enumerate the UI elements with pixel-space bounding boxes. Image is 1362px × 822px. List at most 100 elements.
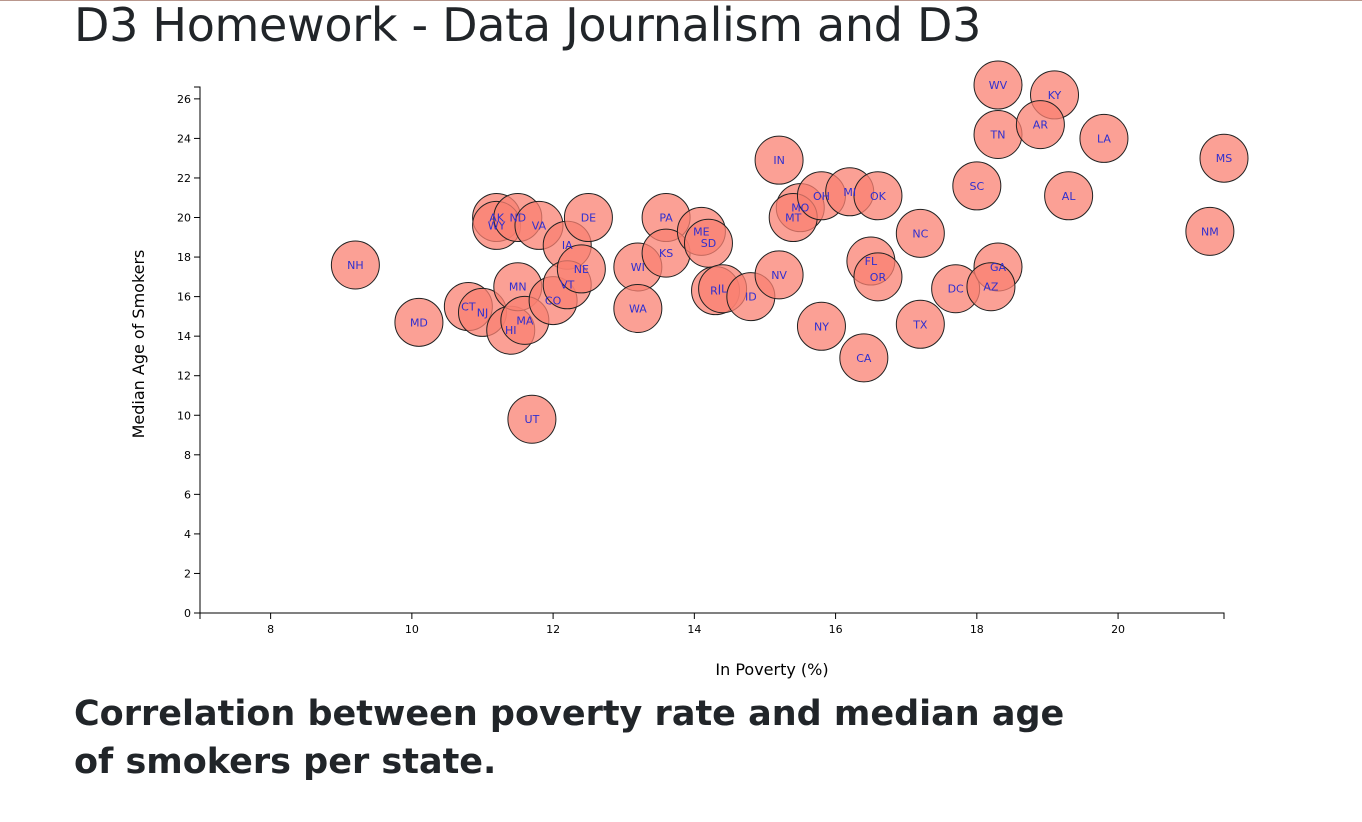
page-title: D3 Homework - Data Journalism and D3 xyxy=(74,0,982,52)
x-tick-label: 18 xyxy=(970,623,984,636)
y-tick-label: 2 xyxy=(184,567,191,580)
y-tick-label: 26 xyxy=(177,93,191,106)
state-label-nc: NC xyxy=(912,227,928,240)
y-tick-label: 22 xyxy=(177,172,191,185)
state-label-vt: VT xyxy=(560,279,575,292)
x-tick-label: 12 xyxy=(546,623,560,636)
state-label-wa: WA xyxy=(629,302,647,315)
state-label-ok: OK xyxy=(870,190,887,203)
state-point-nh[interactable] xyxy=(330,240,380,290)
state-label-ga: GA xyxy=(990,261,1007,274)
state-label-az: AZ xyxy=(983,281,999,294)
state-point-ca[interactable] xyxy=(839,333,889,383)
state-label-ak: AK xyxy=(489,212,505,225)
state-point-az[interactable] xyxy=(966,262,1016,312)
state-label-tx: TX xyxy=(912,318,928,331)
state-point-la[interactable] xyxy=(1079,113,1129,163)
state-point-ut[interactable] xyxy=(507,394,557,444)
state-point-nm[interactable] xyxy=(1185,206,1235,256)
state-label-ne: NE xyxy=(574,263,589,276)
x-tick-label: 20 xyxy=(1111,623,1125,636)
state-label-ut: UT xyxy=(525,413,540,426)
state-label-la: LA xyxy=(1097,132,1111,145)
state-label-nj: NJ xyxy=(477,306,488,319)
chart-caption: Correlation between poverty rate and med… xyxy=(74,694,1065,782)
x-tick-label: 14 xyxy=(687,623,701,636)
y-axis-title: Median Age of Smokers xyxy=(129,250,148,439)
state-point-nc[interactable] xyxy=(895,208,945,258)
y-tick-label: 20 xyxy=(177,212,191,225)
state-label-ar: AR xyxy=(1033,119,1049,132)
state-label-al: AL xyxy=(1062,190,1077,203)
state-label-mt: MT xyxy=(785,212,801,225)
state-point-ms[interactable] xyxy=(1199,133,1249,183)
state-label-mo: MO xyxy=(791,202,809,215)
y-tick-label: 12 xyxy=(177,370,191,383)
x-tick-label: 16 xyxy=(829,623,843,636)
state-point-wa[interactable] xyxy=(613,283,663,333)
state-label-ks: KS xyxy=(659,247,673,260)
state-label-ct: CT xyxy=(461,300,476,313)
state-point-de[interactable] xyxy=(563,193,613,243)
state-label-id: ID xyxy=(745,291,757,304)
y-tick-label: 6 xyxy=(184,488,191,501)
state-label-wv: WV xyxy=(989,79,1008,92)
state-point-al[interactable] xyxy=(1044,171,1094,221)
x-tick-label: 10 xyxy=(405,623,419,636)
state-point-or[interactable] xyxy=(853,252,903,302)
state-point-ny[interactable] xyxy=(796,301,846,351)
y-tick-label: 10 xyxy=(177,409,191,422)
state-label-va: VA xyxy=(532,219,547,232)
state-label-wy: WY xyxy=(488,219,506,232)
x-axis-line xyxy=(199,612,1225,619)
x-tick-label: 8 xyxy=(267,623,274,636)
y-tick-label: 4 xyxy=(184,528,191,541)
state-point-tx[interactable] xyxy=(895,299,945,349)
state-label-sc: SC xyxy=(969,180,984,193)
state-label-oh: OH xyxy=(813,190,830,203)
state-label-de: DE xyxy=(581,212,596,225)
state-label-nv: NV xyxy=(771,269,787,282)
state-label-tn: TN xyxy=(990,128,1006,141)
x-axis: 8 10 12 14 16 18 20 xyxy=(199,612,1225,636)
state-label-me: ME xyxy=(693,225,709,238)
state-label-mi: MI xyxy=(843,186,856,199)
state-label-ms: MS xyxy=(1216,152,1232,165)
y-tick-label: 0 xyxy=(184,607,191,620)
state-label-ri: RI xyxy=(710,285,721,298)
state-label-fl: FL xyxy=(865,255,878,268)
state-label-hi: HI xyxy=(505,324,517,337)
state-point-in[interactable] xyxy=(754,135,804,185)
state-label-nm: NM xyxy=(1201,225,1219,238)
state-label-nh: NH xyxy=(347,259,364,272)
state-label-in: IN xyxy=(773,154,784,167)
state-label-wi: WI xyxy=(631,261,645,274)
y-tick-label: 18 xyxy=(177,251,191,264)
state-label-or: OR xyxy=(870,271,887,284)
state-point-sc[interactable] xyxy=(952,161,1002,211)
state-point-nv[interactable] xyxy=(754,250,804,300)
state-point-ar[interactable] xyxy=(1015,100,1065,150)
state-point-ok[interactable] xyxy=(853,171,903,221)
state-label-md: MD xyxy=(410,316,428,329)
state-label-ma: MA xyxy=(516,314,533,327)
state-label-ia: IA xyxy=(562,239,573,252)
x-axis-title: In Poverty (%) xyxy=(715,660,828,679)
state-label-sd: SD xyxy=(701,237,716,250)
state-label-pa: PA xyxy=(659,212,673,225)
state-label-il: IL xyxy=(718,283,728,296)
y-tick-label: 16 xyxy=(177,291,191,304)
state-label-mn: MN xyxy=(509,281,527,294)
state-point-md[interactable] xyxy=(394,297,444,347)
state-point-ne[interactable] xyxy=(556,244,606,294)
state-point-wv[interactable] xyxy=(973,60,1023,110)
state-label-ca: CA xyxy=(856,352,872,365)
y-tick-label: 14 xyxy=(177,330,191,343)
state-label-nd: ND xyxy=(509,212,526,225)
top-border-line xyxy=(0,0,1362,1)
y-tick-label: 8 xyxy=(184,449,191,462)
state-label-dc: DC xyxy=(948,283,964,296)
